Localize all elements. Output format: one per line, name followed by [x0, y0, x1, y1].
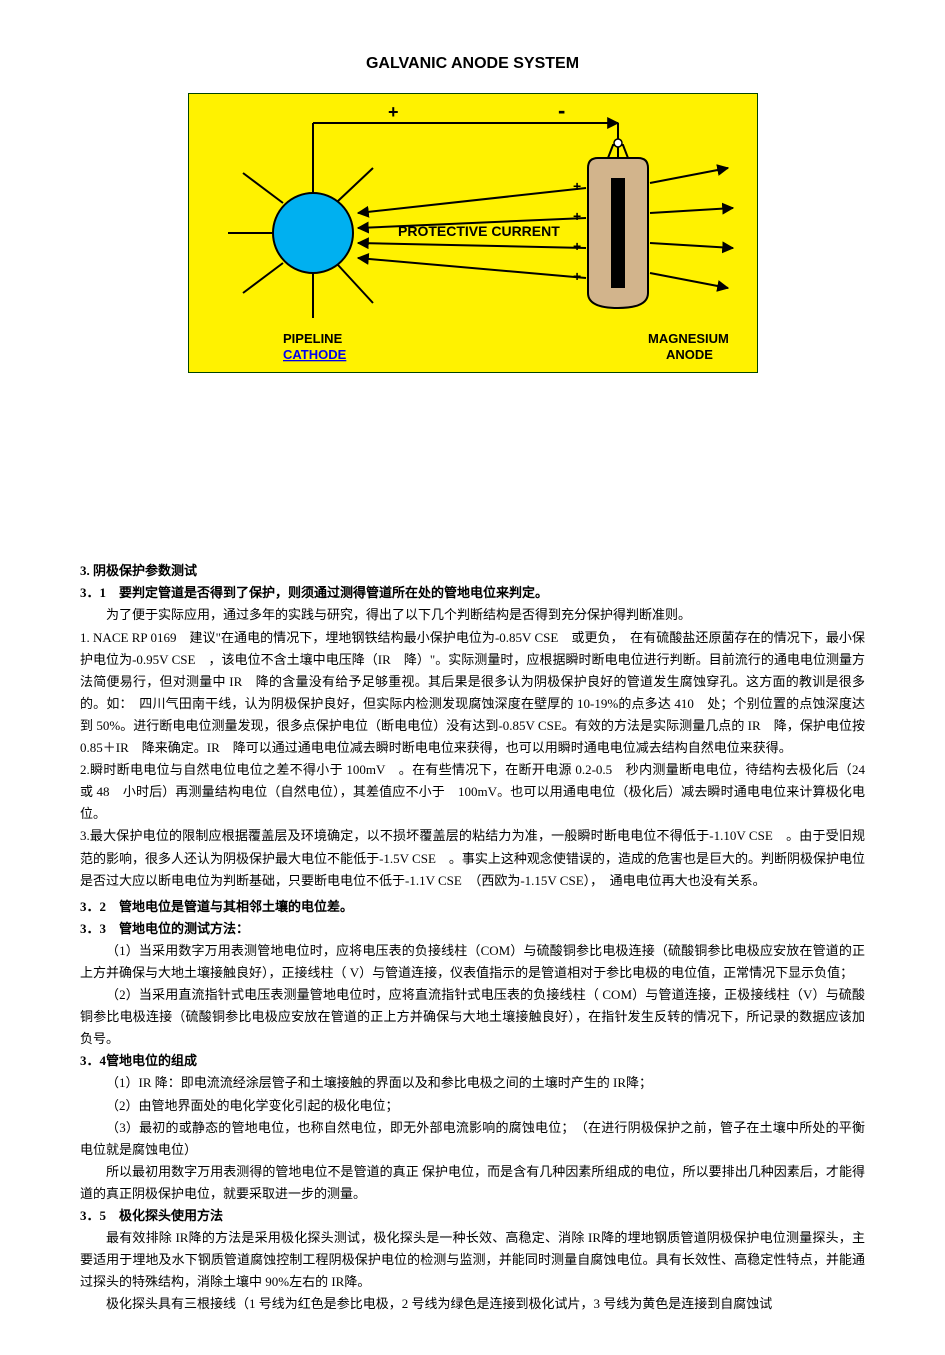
- anode-rod: [611, 178, 625, 288]
- svg-text:+: +: [573, 178, 581, 194]
- galvanic-anode-diagram: GALVANIC ANODE SYSTEM + -: [80, 50, 865, 380]
- section-3-5: 3．5 极化探头使用方法: [80, 1205, 865, 1227]
- svg-text:+: +: [573, 208, 581, 224]
- diagram-title: GALVANIC ANODE SYSTEM: [80, 50, 865, 77]
- section-3-3: 3．3 管地电位的测试方法：: [80, 918, 865, 940]
- section-3-1: 3．1 要判定管道是否得到了保护，则须通过测得管道所在处的管地电位来判定。: [80, 582, 865, 604]
- pipeline-cathode: [273, 193, 353, 273]
- cathode-label-2: CATHODE: [283, 347, 347, 362]
- section-3-title: 3. 阴极保护参数测试: [80, 560, 865, 582]
- plus-label: +: [388, 102, 399, 122]
- section-3-4-2: （2）由管地界面处的电化学变化引起的极化电位；: [80, 1095, 865, 1117]
- diagram-svg-wrap: + - + + + +: [188, 93, 758, 380]
- anode-label-1: MAGNESIUM: [648, 331, 729, 346]
- section-3-1-intro: 为了便于实际应用，通过多年的实践与研究，得出了以下几个判断结构是否得到充分保护得…: [80, 604, 865, 626]
- cathode-label-1: PIPELINE: [283, 331, 343, 346]
- svg-text:+: +: [573, 268, 581, 284]
- section-3-4-3: （3）最初的或静态的管地电位，也称自然电位，即无外部电流影响的腐蚀电位； （在进…: [80, 1117, 865, 1161]
- criterion-1: 1. NACE RP 0169 建议"在通电的情况下，埋地钢铁结构最小保护电位为…: [80, 627, 865, 760]
- section-3-5-p1: 最有效排除 IR降的方法是采用极化探头测试，极化探头是一种长效、高稳定、消除 I…: [80, 1227, 865, 1293]
- anode-label-2: ANODE: [666, 347, 713, 362]
- section-3-3-1: （1）当采用数字万用表测管地电位时，应将电压表的负接线柱（COM）与硫酸铜参比电…: [80, 940, 865, 984]
- minus-label: -: [558, 98, 565, 123]
- section-3-4-summary: 所以最初用数字万用表测得的管地电位不是管道的真正 保护电位，而是含有几种因素所组…: [80, 1161, 865, 1205]
- galvanic-diagram-svg: + - + + + +: [188, 93, 758, 373]
- criterion-2: 2.瞬时断电电位与自然电位电位之差不得小于 100mV 。在有些情况下，在断开电…: [80, 759, 865, 825]
- section-3-3-2: （2）当采用直流指针式电压表测量管地电位时，应将直流指针式电压表的负接线柱（ C…: [80, 984, 865, 1050]
- section-3-5-p2: 极化探头具有三根接线（1 号线为红色是参比电极，2 号线为绿色是连接到极化试片，…: [80, 1293, 865, 1315]
- section-3-2: 3．2 管地电位是管道与其相邻土壤的电位差。: [80, 896, 865, 918]
- protective-current-label: PROTECTIVE CURRENT: [398, 223, 560, 239]
- criterion-3: 3.最大保护电位的限制应根据覆盖层及环境确定，以不损坏覆盖层的粘结力为准，一般瞬…: [80, 825, 865, 891]
- svg-text:+: +: [573, 238, 581, 254]
- section-3-4: 3．4管地电位的组成: [80, 1050, 865, 1072]
- section-3-4-1: （1）IR 降：即电流流经涂层管子和土壤接触的界面以及和参比电极之间的土壤时产生…: [80, 1072, 865, 1094]
